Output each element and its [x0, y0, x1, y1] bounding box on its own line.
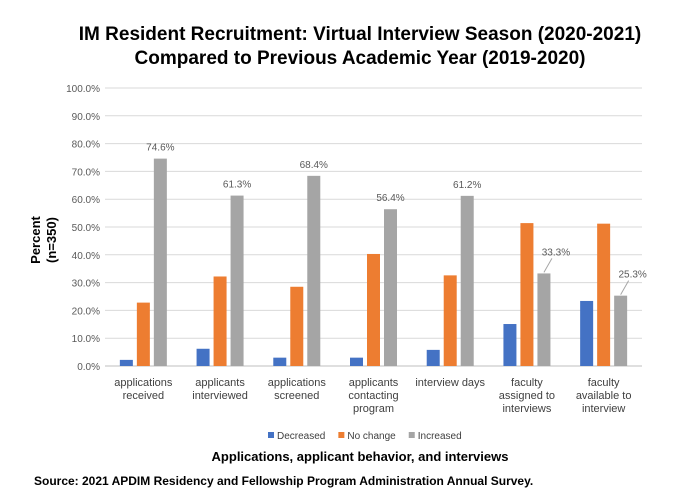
legend-swatch: [338, 432, 345, 438]
bar-no-change: [443, 275, 457, 366]
bar-increased: [307, 175, 321, 366]
bar-increased: [153, 158, 167, 366]
y-tick-label: 30.0%: [72, 279, 100, 290]
data-label: 33.3%: [542, 247, 570, 258]
y-tick-label: 10.0%: [72, 334, 100, 345]
y-tick-label: 90.0%: [72, 112, 100, 123]
category-label: applications: [268, 377, 327, 389]
y-tick-label: 60.0%: [72, 195, 100, 206]
bar-no-change: [290, 286, 304, 366]
source-note: Source: 2021 APDIM Residency and Fellows…: [34, 474, 533, 488]
category-label: faculty: [511, 377, 543, 389]
data-label: 25.3%: [618, 270, 646, 281]
y-tick-label: 50.0%: [72, 223, 100, 234]
legend-label: Increased: [418, 431, 462, 442]
y-tick-label: 20.0%: [72, 306, 100, 317]
category-label: applications: [114, 377, 173, 389]
bar-decreased: [580, 300, 594, 366]
bar-decreased: [119, 359, 133, 366]
bar-no-change: [136, 302, 150, 366]
x-axis-label: Applications, applicant behavior, and in…: [212, 449, 509, 464]
legend-label: Decreased: [277, 431, 325, 442]
category-label: screened: [274, 390, 319, 402]
y-tick-label: 100.0%: [66, 84, 100, 95]
y-axis-label-line2: (n=350): [44, 217, 59, 263]
category-label: program: [353, 403, 394, 415]
bar-decreased: [273, 357, 287, 366]
data-label: 61.3%: [223, 180, 251, 191]
category-label: interview days: [415, 377, 485, 389]
bar-increased: [614, 295, 628, 366]
legend-label: No change: [347, 431, 396, 442]
leader-line: [620, 280, 630, 295]
category-label: available to: [576, 390, 632, 402]
y-tick-label: 40.0%: [72, 251, 100, 262]
chart-title-line2: Compared to Previous Academic Year (2019…: [135, 48, 586, 69]
bar-increased: [384, 209, 397, 366]
y-tick-label: 0.0%: [77, 362, 100, 373]
bar-increased: [460, 195, 474, 366]
data-label: 74.6%: [146, 143, 174, 154]
legend-swatch: [268, 432, 274, 438]
category-label: faculty: [588, 377, 620, 389]
bar-decreased: [426, 349, 440, 366]
data-label: 68.4%: [300, 160, 328, 171]
bar-no-change: [520, 223, 534, 366]
data-label: 56.4%: [376, 193, 404, 204]
bar-no-change: [597, 223, 611, 366]
data-label: 61.2%: [453, 180, 481, 191]
y-tick-label: 80.0%: [72, 140, 100, 151]
bar-decreased: [196, 348, 210, 366]
category-label: interviews: [502, 403, 551, 415]
category-label: interview: [582, 403, 625, 415]
legend-swatch: [408, 432, 415, 438]
bar-no-change: [367, 253, 380, 366]
bar-decreased: [503, 324, 517, 366]
chart-title-line1: IM Resident Recruitment: Virtual Intervi…: [79, 24, 641, 45]
bar-increased: [537, 273, 551, 366]
y-axis-label-line1: Percent: [28, 215, 43, 263]
bar-decreased: [350, 357, 363, 366]
category-label: contacting: [348, 390, 398, 402]
y-tick-label: 70.0%: [72, 167, 100, 178]
category-label: assigned to: [499, 390, 555, 402]
leader-line: [543, 258, 553, 273]
category-label: interviewed: [192, 390, 248, 402]
bar-increased: [230, 195, 244, 366]
category-label: received: [123, 390, 165, 402]
category-label: applicants: [349, 377, 399, 389]
bar-no-change: [213, 276, 227, 366]
category-label: applicants: [195, 377, 245, 389]
